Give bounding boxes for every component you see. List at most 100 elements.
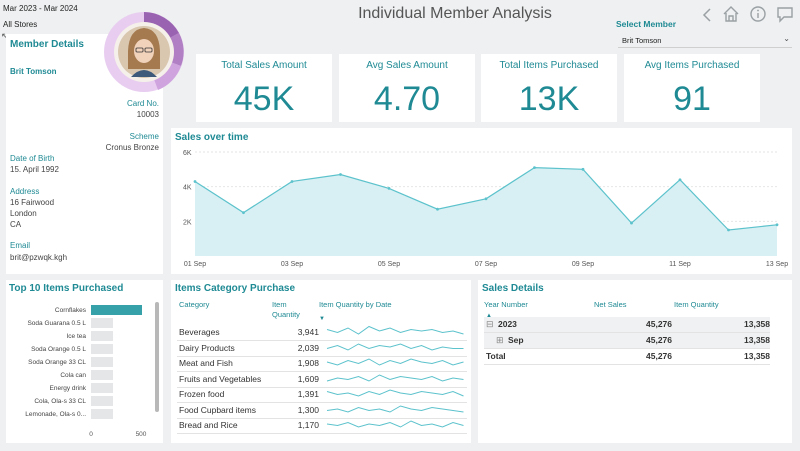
bar[interactable] — [91, 318, 113, 328]
col-item-quantity[interactable]: Item Quantity — [272, 300, 300, 319]
row-label: Sep — [508, 335, 524, 345]
email-value: brit@pzwqk.kgh — [10, 253, 68, 262]
sales-point[interactable] — [581, 167, 585, 171]
category-row[interactable]: Meat and Fish 1,908 — [177, 356, 467, 372]
x-tick-label: 09 Sep — [572, 261, 594, 268]
sales-details-row[interactable]: ⊟ 2023 45,276 13,358 — [484, 317, 770, 333]
bar[interactable] — [91, 396, 113, 406]
category-row[interactable]: Beverages 3,941 — [177, 325, 467, 341]
sparkline-line — [326, 404, 464, 413]
col-quantity-by-date[interactable]: Item Quantity by Date — [319, 300, 392, 309]
date-range-filter[interactable]: Mar 2023 - Mar 2024 — [3, 4, 78, 13]
select-member-dropdown[interactable]: Brit Tomson ⌄ — [618, 33, 792, 48]
row-label: 2023 — [498, 319, 517, 329]
collapse-icon[interactable]: ⊟ — [486, 319, 494, 329]
scheme-label: Scheme — [129, 132, 159, 141]
sales-point[interactable] — [387, 187, 391, 190]
sales-point[interactable] — [484, 197, 488, 201]
category-quantity: 1,609 — [297, 373, 319, 384]
chevron-left-icon[interactable] — [700, 6, 714, 29]
kpi-total-sales-card: Total Sales Amount 45K — [196, 54, 332, 122]
sort-asc-icon[interactable]: ▲ — [486, 313, 492, 319]
category-row[interactable]: Frozen food 1,391 — [177, 387, 467, 403]
category-row[interactable]: Food Cupbard items 1,300 — [177, 403, 467, 419]
category-name: Bread and Rice — [179, 420, 238, 430]
bar-label: Lemonade, Ola-s 0... — [25, 411, 86, 418]
sales-point[interactable] — [436, 207, 439, 211]
col-item-quantity[interactable]: Item Quantity — [674, 300, 719, 309]
dob-label: Date of Birth — [10, 154, 55, 163]
kpi-avg-sales-card: Avg Sales Amount 4.70 — [339, 54, 475, 122]
sparkline-line — [326, 342, 464, 351]
category-quantity: 3,941 — [297, 327, 319, 337]
col-year-number[interactable]: Year Number — [484, 300, 528, 309]
col-net-sales[interactable]: Net Sales — [594, 300, 627, 309]
category-purchase-title: Items Category Purchase — [175, 283, 296, 294]
scrollbar[interactable] — [155, 302, 159, 412]
sales-over-time-card: Sales over time 2K 4K 6K 01 Sep 03 Sep 05 Sep… — [171, 128, 792, 274]
sales-point[interactable] — [193, 180, 197, 183]
net-sales-value: 45,276 — [646, 351, 672, 361]
sparkline-line — [326, 420, 464, 428]
sparkline-line — [326, 373, 464, 382]
sales-point[interactable] — [630, 221, 633, 225]
bar[interactable] — [91, 305, 142, 315]
chevron-down-icon: ⌄ — [783, 34, 790, 43]
scheme-value: Cronus Bronze — [105, 143, 159, 152]
bar-label: Cornflakes — [55, 307, 87, 314]
row-label: Total — [486, 351, 506, 361]
kpi-avg-items-card: Avg Items Purchased 91 — [624, 54, 760, 122]
bar[interactable] — [91, 331, 113, 341]
expand-icon[interactable]: ⊞ — [496, 335, 504, 345]
sales-details-row[interactable]: Total 45,276 13,358 — [484, 349, 770, 365]
store-filter[interactable]: All Stores — [3, 20, 38, 29]
sales-point[interactable] — [290, 180, 294, 183]
category-quantity: 1,170 — [297, 420, 319, 430]
bar-label: Energy drink — [50, 385, 87, 392]
card-no-value: 10003 — [136, 110, 159, 119]
select-member-label: Select Member — [616, 19, 676, 29]
home-icon[interactable] — [722, 5, 740, 28]
bar-label: Soda Orange 33 CL — [28, 359, 86, 366]
category-row[interactable]: Fruits and Vegetables 1,609 — [177, 372, 467, 388]
category-row[interactable]: Dairy Products 2,039 — [177, 341, 467, 357]
x-tick-label: 13 Sep — [766, 261, 788, 268]
sales-over-time-chart[interactable]: 2K 4K 6K 01 Sep 03 Sep 05 Sep 07 Sep 09 Sep 11 S… — [171, 128, 792, 274]
category-name: Frozen food — [179, 389, 225, 399]
member-name: Brit Tomson — [10, 67, 57, 76]
bar[interactable] — [91, 357, 113, 367]
chat-icon[interactable] — [776, 5, 794, 28]
sparkline — [326, 325, 464, 335]
sales-point[interactable] — [533, 166, 536, 169]
info-icon[interactable] — [749, 5, 767, 28]
member-details-title: Member Details — [10, 39, 84, 50]
item-quantity-value: 13,358 — [744, 335, 770, 345]
sparkline-line — [326, 325, 464, 335]
sparkline — [326, 358, 464, 366]
category-row[interactable]: Bread and Rice 1,170 — [177, 418, 467, 434]
bar[interactable] — [91, 370, 113, 380]
y-tick-label: 2K — [183, 219, 192, 226]
address-line-3: CA — [10, 220, 22, 229]
bar[interactable] — [91, 344, 113, 354]
col-category[interactable]: Category — [179, 300, 210, 309]
net-sales-value: 45,276 — [646, 319, 672, 329]
sales-point[interactable] — [775, 223, 779, 227]
bar[interactable] — [91, 409, 113, 419]
sales-details-title: Sales Details — [482, 283, 544, 294]
sort-desc-icon[interactable]: ▼ — [319, 316, 325, 322]
sales-point[interactable] — [727, 228, 730, 232]
category-quantity: 2,039 — [297, 342, 319, 353]
sales-point[interactable] — [678, 178, 682, 182]
bar-label: Ice tea — [66, 333, 86, 340]
bar-label: Cola can — [60, 372, 86, 379]
sales-point[interactable] — [339, 173, 342, 176]
sparkline — [326, 373, 464, 382]
sales-details-row[interactable]: ⊞ Sep 45,276 13,358 — [484, 333, 770, 349]
category-name: Beverages — [179, 327, 220, 337]
top-items-chart[interactable]: Cornflakes Soda Guarana 0.5 L Ice tea Soda … — [6, 280, 163, 443]
kpi-title: Total Items Purchased — [499, 60, 599, 71]
bar[interactable] — [91, 383, 113, 393]
sales-point[interactable] — [242, 211, 245, 215]
x-tick-label: 03 Sep — [281, 261, 303, 268]
